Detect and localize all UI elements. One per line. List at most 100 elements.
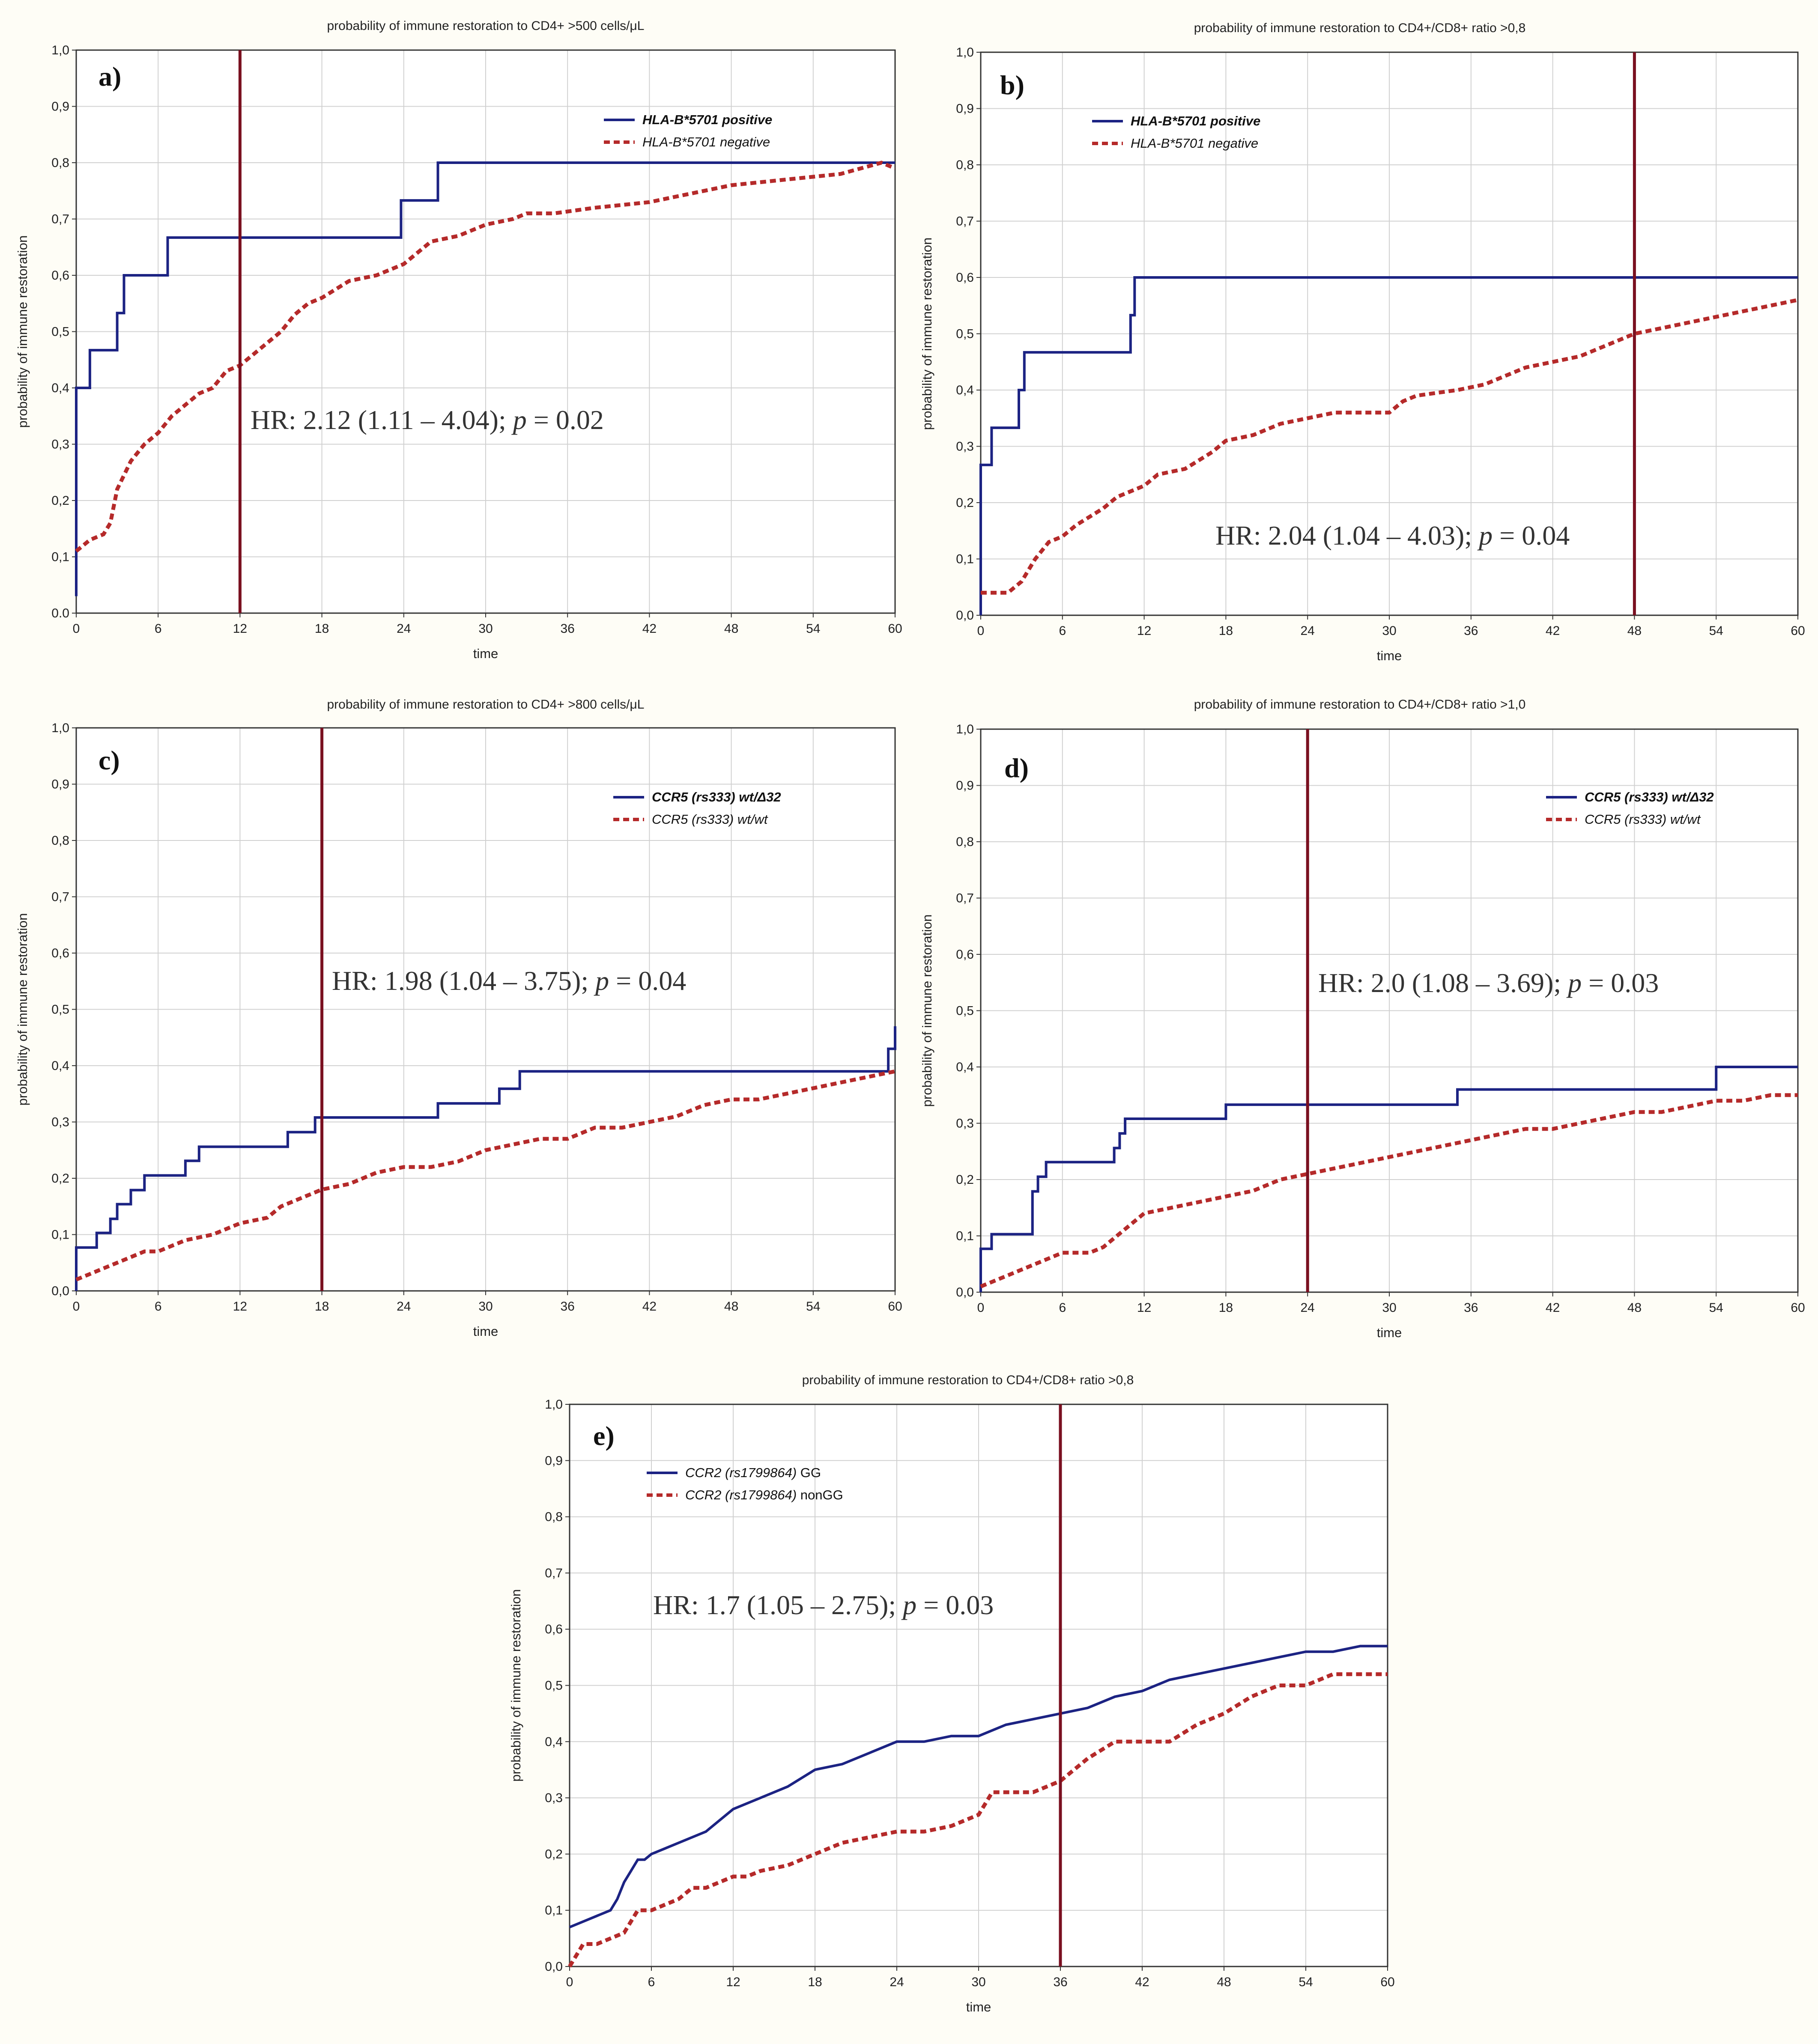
y-tick-label: 1,0 (545, 1397, 563, 1412)
series-dashed-b (981, 298, 1798, 595)
y-tick-label: 0,6 (956, 948, 974, 962)
x-tick-label: 42 (1135, 1975, 1149, 1989)
x-tick-label: 36 (1464, 624, 1478, 638)
legend-item-label: HLA-B*5701 negative (1131, 136, 1258, 151)
x-tick-label: 30 (1382, 624, 1396, 638)
x-tick-label: 36 (1053, 1975, 1067, 1989)
legend-item-label: CCR5 (rs333) wt/wt (1585, 812, 1701, 827)
legend-item-label: CCR5 (rs333) wt/wt (652, 812, 768, 827)
legend-item-label: CCR5 (rs333) wt/Δ32 (1585, 790, 1714, 804)
x-tick-label: 48 (724, 622, 738, 636)
p-value: = 0.03 (916, 1590, 994, 1620)
legend-item-label: HLA-B*5701 positive (642, 112, 772, 127)
y-tick-label: 0,8 (51, 834, 69, 848)
y-axis-label: probability of immune restoration (15, 913, 30, 1106)
x-tick-label: 12 (233, 1299, 247, 1314)
y-tick-label: 0,5 (545, 1679, 563, 1693)
y-tick-label: 0,4 (51, 1059, 69, 1073)
chart-panel-b: 0 6 12 18 24 30 36 42 48 54 60 0,0 0,1 0,2 0,3 0,4 0,5 0,… (919, 21, 1805, 663)
x-tick-label: 60 (1791, 1301, 1805, 1315)
p-label: p (594, 965, 609, 996)
hr-text: HR: 2.12 (1.11 – 4.04); (251, 405, 513, 435)
y-tick-label: 0,2 (51, 494, 69, 508)
series-dashed-e (568, 1672, 1388, 1968)
y-axis-label: probability of immune restoration (919, 238, 934, 430)
hr-text: HR: 2.04 (1.04 – 4.03); (1215, 520, 1479, 551)
x-axis-label: time (473, 1324, 499, 1339)
x-tick-label: 6 (155, 1299, 162, 1314)
legend-item-label: CCR2 (rs1799864) nonGG (685, 1487, 843, 1502)
x-tick-label: 42 (642, 622, 657, 636)
series-solid-c (75, 1026, 896, 1291)
x-tick-label: 54 (806, 622, 820, 636)
hr-text: HR: 1.7 (1.05 – 2.75); (653, 1590, 903, 1620)
panel-label: b) (1000, 70, 1024, 100)
hr-annotation: HR: 2.0 (1.08 – 3.69); p = 0.03 (1318, 968, 1659, 998)
x-tick-label: 48 (1627, 1301, 1642, 1315)
x-tick-label: 0 (566, 1975, 573, 1989)
chart-title: probability of immune restoration to CD4… (1194, 21, 1526, 35)
y-tick-label: 0,1 (51, 550, 69, 564)
y-tick-label: 0,8 (545, 1510, 563, 1524)
y-tick-label: 0,1 (545, 1904, 563, 1918)
legend: CCR5 (rs333) wt/Δ32 CCR5 (rs333) wt/wt (1546, 790, 1714, 827)
y-tick-label: 0,5 (956, 327, 974, 341)
y-tick-label: 0,4 (545, 1735, 563, 1749)
hr-annotation: HR: 1.98 (1.04 – 3.75); p = 0.04 (332, 965, 686, 996)
x-tick-label: 0 (977, 624, 985, 638)
series-solid-a (75, 161, 895, 596)
x-tick-label: 12 (726, 1975, 740, 1989)
x-tick-label: 60 (1380, 1975, 1394, 1989)
x-tick-label: 6 (1059, 624, 1066, 638)
y-tick-label: 1,0 (51, 43, 69, 57)
y-tick-label: 0,7 (956, 891, 974, 906)
y-tick-label: 0,4 (51, 381, 69, 395)
x-axis-label: time (473, 646, 499, 661)
chart-panel-c: 0 6 12 18 24 30 36 42 48 54 60 0,0 0,1 0,2 0,3 0,4 0,5 0,… (15, 697, 902, 1339)
legend-genotype: nonGG (797, 1487, 843, 1502)
y-axis-label: probability of immune restoration (919, 915, 934, 1107)
y-tick-label: 0,0 (956, 1285, 974, 1299)
y-tick-label: 1,0 (956, 722, 974, 736)
series-dashed-a (75, 161, 896, 553)
y-tick-label: 1,0 (51, 721, 69, 735)
x-tick-label: 0 (73, 1299, 80, 1314)
y-tick-label: 0,1 (956, 1229, 974, 1243)
y-tick-label: 0,9 (545, 1454, 563, 1468)
p-value: = 0.03 (1582, 968, 1659, 998)
y-tick-label: 0,8 (956, 158, 974, 172)
p-label: p (1477, 520, 1493, 551)
x-tick-label: 18 (808, 1975, 822, 1989)
chart-title: probability of immune restoration to CD4… (1194, 697, 1526, 712)
y-tick-label: 0,9 (956, 779, 974, 793)
x-tick-label: 42 (1546, 1301, 1560, 1315)
x-tick-label: 24 (1301, 624, 1315, 638)
x-tick-label: 54 (806, 1299, 820, 1314)
x-tick-label: 30 (478, 622, 493, 636)
y-tick-label: 0,5 (51, 325, 69, 339)
x-axis-label: time (1377, 1325, 1402, 1340)
x-tick-label: 18 (315, 622, 329, 636)
hr-text: HR: 1.98 (1.04 – 3.75); (332, 965, 595, 996)
y-tick-label: 0,0 (956, 608, 974, 623)
x-tick-label: 30 (478, 1299, 493, 1314)
x-tick-label: 60 (888, 622, 902, 636)
legend-item-label: CCR2 (rs1799864) GG (685, 1465, 821, 1480)
y-tick-label: 0.0 (51, 606, 69, 620)
y-tick-label: 0,7 (51, 212, 69, 226)
x-tick-label: 36 (561, 1299, 575, 1314)
x-tick-label: 24 (1301, 1301, 1315, 1315)
y-tick-label: 0,9 (51, 100, 69, 114)
y-tick-label: 0,9 (51, 778, 69, 792)
y-tick-label: 0,3 (51, 438, 69, 452)
y-tick-label: 0,1 (956, 552, 974, 566)
y-tick-label: 0,1 (51, 1228, 69, 1242)
y-tick-label: 0,0 (545, 1960, 563, 1974)
x-tick-label: 6 (1059, 1301, 1066, 1315)
y-axis-label: probability of immune restoration (508, 1589, 523, 1782)
hr-annotation: HR: 2.12 (1.11 – 4.04); p = 0.02 (251, 405, 604, 435)
y-tick-label: 0,2 (51, 1171, 69, 1186)
legend-item-label: HLA-B*5701 negative (642, 134, 770, 149)
x-tick-label: 48 (1627, 624, 1642, 638)
